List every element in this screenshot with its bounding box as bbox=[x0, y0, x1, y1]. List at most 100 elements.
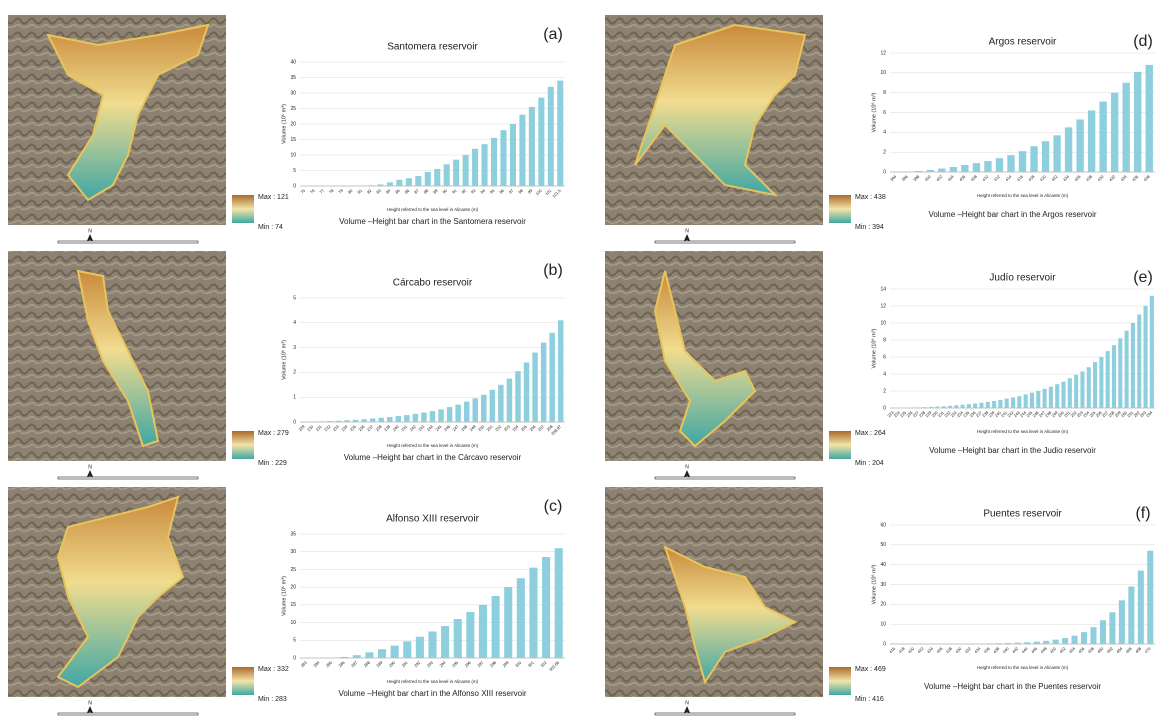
x-tick-label: 418 bbox=[897, 645, 906, 654]
caption: Volume –Height bar chart in the Cárcavo … bbox=[344, 453, 522, 462]
y-tick-label: 0 bbox=[293, 183, 296, 189]
x-tick-label: 240 bbox=[392, 423, 401, 432]
bar bbox=[1109, 612, 1115, 644]
bar bbox=[353, 420, 358, 422]
bar bbox=[929, 407, 933, 408]
x-tick-label: 290 bbox=[388, 659, 397, 668]
bar bbox=[954, 405, 958, 408]
caption: Volume –Height bar chart in the Alfonso … bbox=[338, 689, 526, 698]
y-tick-label: 0 bbox=[293, 655, 296, 661]
bar bbox=[438, 409, 443, 422]
y-tick-label: 12 bbox=[880, 303, 886, 309]
x-tick-label: 288 bbox=[363, 659, 372, 668]
x-tick-label: 233 bbox=[332, 423, 341, 432]
x-tick-label: 87 bbox=[413, 187, 420, 194]
bar bbox=[1119, 600, 1125, 644]
x-tick-label: 244 bbox=[426, 423, 435, 432]
bar bbox=[532, 353, 537, 422]
x-tick-label: 84 bbox=[385, 187, 392, 194]
bar bbox=[961, 165, 968, 172]
y-tick-label: 10 bbox=[880, 70, 886, 76]
bar bbox=[1144, 306, 1148, 408]
bar bbox=[923, 407, 927, 408]
x-tick-label: 428 bbox=[1085, 173, 1094, 182]
legend-max: Max : 121 bbox=[258, 194, 289, 201]
x-tick-label: 446 bbox=[1030, 645, 1039, 654]
bar bbox=[1043, 389, 1047, 408]
x-tick-label: 412 bbox=[993, 173, 1002, 182]
bar bbox=[340, 657, 348, 658]
bar bbox=[1112, 345, 1116, 408]
bar bbox=[368, 185, 374, 186]
bar bbox=[1138, 571, 1144, 644]
panel-label: (f) bbox=[1135, 505, 1150, 522]
x-tick-label: 239 bbox=[383, 423, 392, 432]
y-axis-label: Volume (10⁶ m³) bbox=[280, 340, 287, 380]
legend-max: Max : 264 bbox=[855, 430, 886, 437]
y-tick-label: 20 bbox=[880, 602, 886, 608]
x-tick-label: 246 bbox=[443, 423, 452, 432]
chart-title: Santomera reservoir bbox=[387, 42, 478, 53]
bar bbox=[415, 176, 421, 186]
x-tick-label: 284 bbox=[312, 659, 321, 668]
bar bbox=[1072, 636, 1078, 644]
bar bbox=[430, 411, 435, 422]
bar bbox=[1099, 357, 1103, 408]
bar bbox=[1080, 371, 1084, 408]
x-axis-label: Height referred to the sea level in Alic… bbox=[977, 429, 1069, 434]
scale-bar bbox=[655, 477, 795, 479]
bar bbox=[973, 163, 980, 172]
bar bbox=[472, 149, 478, 186]
y-tick-label: 10 bbox=[880, 320, 886, 326]
x-tick-label: 76 bbox=[309, 187, 316, 194]
bar bbox=[1024, 394, 1028, 408]
y-tick-label: 35 bbox=[290, 531, 296, 537]
x-tick-label: 468 bbox=[1134, 645, 1143, 654]
figure: Max : 121Min : 74N(a)Santomera reservoir… bbox=[0, 0, 1158, 727]
y-tick-label: 40 bbox=[290, 59, 296, 65]
y-tick-label: 0 bbox=[883, 641, 886, 647]
bar bbox=[319, 421, 324, 422]
y-tick-label: 10 bbox=[290, 152, 296, 158]
bar bbox=[500, 130, 506, 186]
y-tick-label: 5 bbox=[293, 295, 296, 301]
bar bbox=[507, 379, 512, 422]
caption: Volume –Height bar chart in the Argos re… bbox=[928, 210, 1096, 219]
bar bbox=[510, 124, 516, 186]
y-tick-label: 0 bbox=[883, 169, 886, 175]
x-tick-label: 294 bbox=[438, 659, 447, 668]
bar bbox=[519, 115, 525, 186]
x-tick-label: 422 bbox=[1050, 173, 1059, 182]
x-tick-label: 430 bbox=[1096, 173, 1105, 182]
bar bbox=[996, 643, 1002, 644]
legend-gradient bbox=[232, 195, 254, 223]
bar bbox=[391, 646, 399, 658]
chart-title: Puentes reservoir bbox=[983, 509, 1062, 520]
bar bbox=[365, 652, 373, 658]
north-label: N bbox=[685, 228, 689, 234]
x-tick-label: 252 bbox=[494, 423, 503, 432]
bar bbox=[558, 320, 563, 422]
bar bbox=[425, 172, 431, 186]
x-tick-label: 302 bbox=[539, 659, 548, 668]
x-tick-label: 101,5 bbox=[551, 187, 562, 198]
bar bbox=[1030, 146, 1037, 172]
x-tick-label: 257 bbox=[537, 423, 546, 432]
x-tick-label: 426 bbox=[935, 645, 944, 654]
bar bbox=[515, 371, 520, 422]
x-tick-label: 416 bbox=[1016, 173, 1025, 182]
bar bbox=[387, 182, 393, 186]
bar bbox=[948, 406, 952, 408]
bar bbox=[1147, 551, 1153, 644]
x-tick-label: 89 bbox=[432, 187, 439, 194]
x-tick-label: 292 bbox=[413, 659, 422, 668]
y-tick-label: 20 bbox=[290, 121, 296, 127]
x-tick-label: 88 bbox=[423, 187, 430, 194]
y-tick-label: 30 bbox=[880, 582, 886, 588]
y-tick-label: 30 bbox=[290, 90, 296, 96]
legend-gradient bbox=[829, 431, 851, 459]
legend-gradient bbox=[829, 195, 851, 223]
bar bbox=[378, 418, 383, 422]
scale-bar bbox=[58, 241, 198, 243]
north-label: N bbox=[685, 464, 689, 470]
